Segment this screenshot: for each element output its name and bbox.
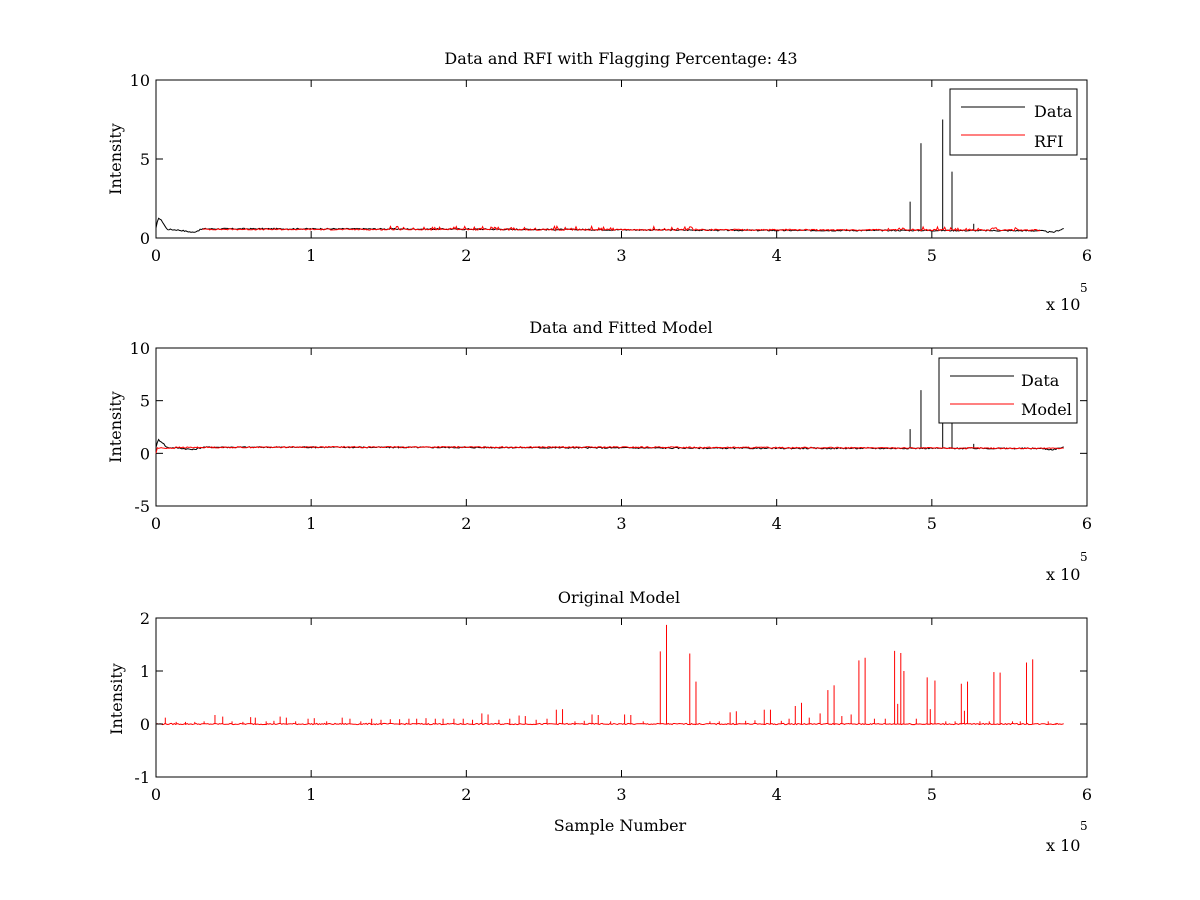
panel-1-plot-area: [155, 119, 1064, 233]
panel-3-x-tick-label: 0: [151, 785, 161, 804]
panel-2-y-tick-label: 5: [140, 392, 150, 411]
panel-1-x-exponent-power: 5: [1080, 281, 1088, 295]
panel-1-series-rfi-line: [202, 224, 1041, 232]
panel-2-x-tick-label: 5: [927, 514, 937, 533]
panel-1-title: Data and RFI with Flagging Percentage: 4…: [444, 49, 797, 68]
panel-1-y-tick-label: 5: [140, 150, 150, 169]
panel-1-legend-rfi-label: RFI: [1034, 132, 1063, 151]
panel-3-x-axis-label: Sample Number: [554, 816, 687, 835]
panel-3-series-path: [155, 722, 1064, 726]
panel-3-x-tick-label: 4: [772, 785, 782, 804]
panel-3-y-ticks: -1 0 1 2: [134, 609, 1087, 787]
panel-2-series-model-line: [155, 445, 1064, 454]
panel-3-x-tick-label: 2: [461, 785, 471, 804]
panel-1-x-ticks: 0 1 2 3 4 5 6: [151, 80, 1092, 265]
panel-1-legend-data-label: Data: [1034, 102, 1073, 121]
panel-1-y-axis-label: Intensity: [106, 123, 125, 195]
panel-2-x-exponent-power: 5: [1080, 550, 1088, 564]
panel-2-y-tick-label: 0: [140, 444, 150, 463]
panel-3-x-exponent-base: x 10: [1046, 836, 1080, 855]
panel-1-series-data-line: [155, 119, 1064, 233]
panel-1-x-tick-label: 2: [461, 246, 471, 265]
panel-2-x-tick-label: 4: [772, 514, 782, 533]
panel-3-x-tick-label: 1: [306, 785, 316, 804]
panel-3-title: Original Model: [558, 588, 680, 607]
panel-2-y-tick-label: -5: [134, 497, 150, 516]
panel-1-x-tick-label: 0: [151, 246, 161, 265]
panel-3-y-tick-label: 1: [140, 662, 150, 681]
panel-3-plot-area: [155, 624, 1064, 726]
panel-2-legend: Data Model: [938, 357, 1078, 424]
panel-1-series-path: [155, 217, 1064, 233]
panel-3-x-ticks: 0 1 2 3 4 5 6: [151, 618, 1092, 804]
panel-3-x-tick-label: 6: [1082, 785, 1092, 804]
panel-3-axes: [155, 617, 1088, 778]
panel-3-x-tick-label: 5: [927, 785, 937, 804]
panel-1-x-tick-label: 3: [616, 246, 626, 265]
panel-2-x-tick-label: 6: [1082, 514, 1092, 533]
panel-2-y-ticks: -5 0 5 10: [130, 339, 1087, 516]
panel-3-y-axis-label: Intensity: [107, 663, 126, 735]
panel-2-y-axis-label: Intensity: [106, 391, 125, 463]
panel-3-y-tick-label: 0: [140, 715, 150, 734]
panel-2-axes: [155, 347, 1088, 507]
panel-2-x-tick-label: 2: [461, 514, 471, 533]
panel-2-title: Data and Fitted Model: [529, 318, 712, 337]
panel-3-x-tick-label: 3: [616, 785, 626, 804]
panel-3-series-model-line: [155, 624, 1064, 726]
panel-1-y-ticks: 0 5 10: [130, 71, 1087, 248]
panel-1-x-tick-label: 1: [306, 246, 316, 265]
panel-1: Data and RFI with Flagging Percentage: 4…: [106, 49, 1092, 314]
panel-2-x-tick-label: 1: [306, 514, 316, 533]
panel-2-x-exponent-base: x 10: [1046, 565, 1080, 584]
panel-1-series-path: [202, 224, 1041, 232]
panel-3-y-tick-label: -1: [134, 768, 150, 787]
panel-2-x-tick-label: 3: [616, 514, 626, 533]
panel-2-x-tick-label: 0: [151, 514, 161, 533]
panel-1-x-tick-label: 6: [1082, 246, 1092, 265]
panel-3-x-exponent-power: 5: [1080, 819, 1088, 833]
panel-1-y-tick-label: 0: [140, 229, 150, 248]
panel-2-legend-model-label: Model: [1021, 400, 1072, 419]
panel-1-y-tick-label: 10: [130, 71, 150, 90]
panel-3-y-tick-label: 2: [140, 609, 150, 628]
panel-2-series-path: [155, 445, 1064, 454]
panel-1-axes: [155, 79, 1088, 239]
panel-1-x-exponent-base: x 10: [1046, 295, 1080, 314]
panel-2-legend-data-label: Data: [1021, 371, 1060, 390]
panel-2-x-ticks: 0 1 2 3 4 5 6: [151, 348, 1092, 533]
panel-2-y-tick-label: 10: [130, 339, 150, 358]
panel-1-x-tick-label: 5: [927, 246, 937, 265]
panel-1-x-tick-label: 4: [772, 246, 782, 265]
panel-1-legend: Data RFI: [949, 88, 1078, 156]
